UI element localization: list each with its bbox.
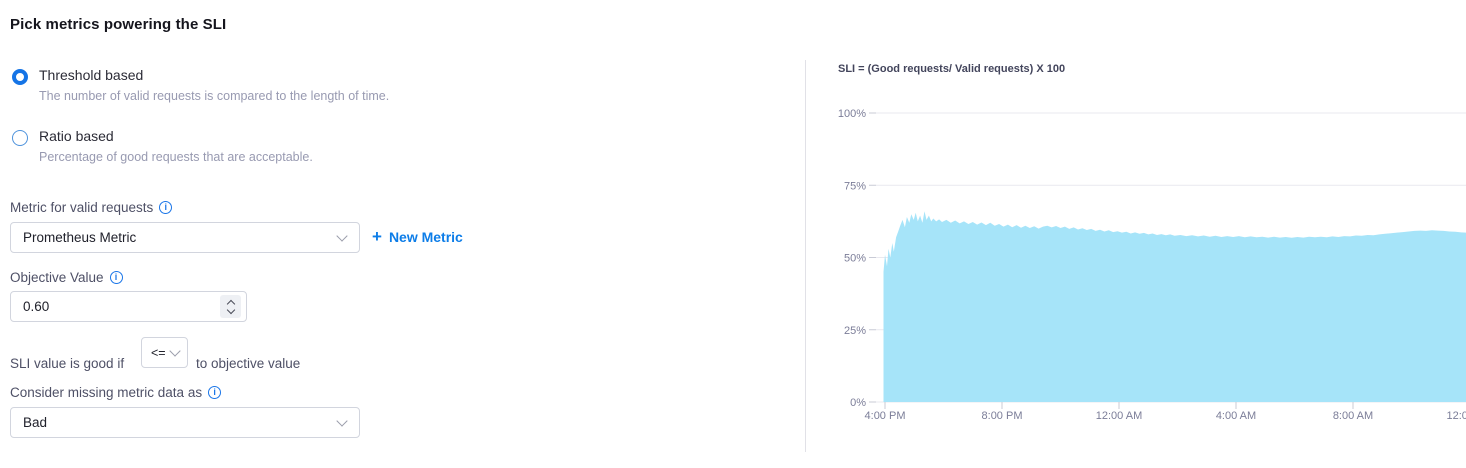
missing-data-select[interactable]: Bad (10, 407, 360, 438)
page-title: Pick metrics powering the SLI (10, 16, 227, 33)
radio-option-threshold-based[interactable]: Threshold based (12, 67, 143, 85)
x-axis-label: 8:00 PM (982, 410, 1023, 422)
radio-button-icon[interactable] (12, 69, 28, 85)
objective-value-text: 0.60 (23, 299, 50, 314)
y-axis-label: 100% (838, 108, 866, 120)
y-axis-label: 50% (844, 253, 866, 265)
comparator-prefix-text: SLI value is good if (10, 356, 125, 371)
x-axis-label: 4:00 AM (1216, 410, 1256, 422)
new-metric-label: New Metric (388, 229, 463, 245)
stepper-down-icon[interactable] (226, 305, 235, 314)
metric-select[interactable]: Prometheus Metric (10, 222, 360, 253)
metric-for-valid-requests-label: Metric for valid requests i (10, 200, 173, 215)
y-axis-label: 25% (844, 325, 866, 337)
y-axis-label: 0% (850, 397, 866, 409)
chevron-down-icon (336, 230, 348, 242)
radio-option-label[interactable]: Ratio based (39, 128, 114, 144)
x-axis-label: 12:00 AM (1096, 410, 1142, 422)
radio-option-ratio-based[interactable]: Ratio based (12, 128, 114, 146)
panel-divider (805, 60, 806, 452)
metric-select-value: Prometheus Metric (23, 230, 137, 245)
radio-option-description: Percentage of good requests that are acc… (39, 150, 313, 164)
sli-area-series (883, 211, 1466, 402)
chart-formula-title: SLI = (Good requests/ Valid requests) X … (838, 63, 1066, 75)
chevron-down-icon (169, 345, 181, 357)
missing-data-select-value: Bad (23, 415, 48, 430)
radio-option-label[interactable]: Threshold based (39, 67, 144, 83)
info-icon[interactable]: i (109, 271, 123, 284)
x-axis-label: 8:00 AM (1333, 410, 1373, 422)
info-icon[interactable]: i (208, 386, 222, 399)
y-axis-label: 75% (844, 180, 866, 192)
missing-metric-data-label: Consider missing metric data as i (10, 385, 222, 400)
info-icon[interactable]: i (159, 201, 173, 214)
objective-value-label: Objective Value i (10, 270, 123, 285)
comparator-select-value: <= (151, 345, 166, 360)
number-stepper[interactable] (220, 295, 241, 318)
chevron-down-icon (336, 415, 348, 427)
field-label-text: Objective Value (10, 270, 104, 285)
objective-value-input[interactable]: 0.60 (10, 291, 247, 322)
x-axis-label: 12:00 PM (1446, 410, 1466, 422)
plus-icon: + (372, 227, 382, 246)
radio-button-icon[interactable] (12, 130, 28, 146)
comparator-suffix-text: to objective value (196, 356, 301, 371)
x-axis-label: 4:00 PM (865, 410, 906, 422)
comparator-select[interactable]: <= (141, 337, 188, 368)
new-metric-button[interactable]: + New Metric (372, 227, 463, 246)
field-label-text: Metric for valid requests (10, 200, 154, 215)
radio-option-description: The number of valid requests is compared… (39, 89, 390, 103)
field-label-text: Consider missing metric data as (10, 385, 203, 400)
